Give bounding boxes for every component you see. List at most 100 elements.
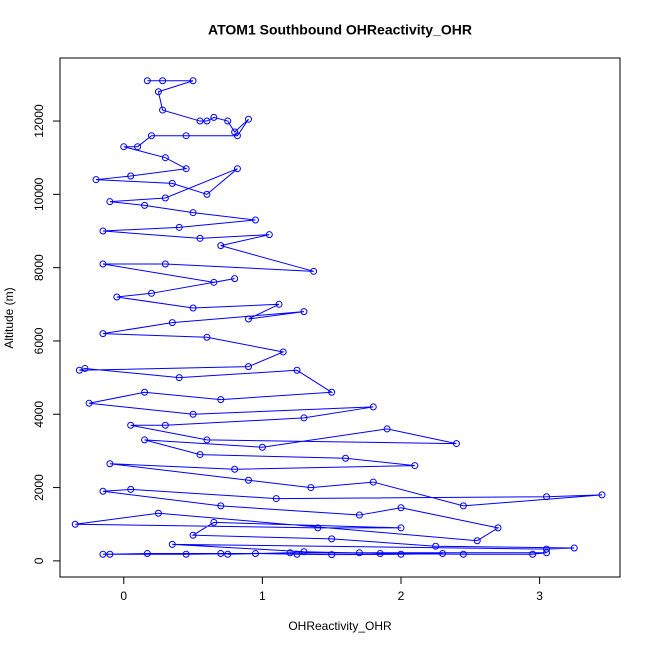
data-point (196, 451, 204, 459)
data-point (411, 462, 419, 470)
data-point (113, 293, 121, 301)
y-tick-label: 6000 (32, 327, 46, 354)
data-point (355, 549, 363, 557)
data-point (459, 550, 467, 558)
data-point (99, 227, 107, 235)
data-point (134, 143, 142, 151)
data-point (245, 315, 253, 323)
data-point (141, 201, 149, 209)
data-point (245, 476, 253, 484)
data-point (143, 550, 151, 558)
data-point (196, 117, 204, 125)
data-point (154, 509, 162, 517)
data-point (189, 410, 197, 418)
data-point (217, 502, 225, 510)
data-point (196, 234, 204, 242)
data-point (81, 364, 89, 372)
data-point (233, 132, 241, 140)
data-point (286, 549, 294, 557)
data-point (397, 550, 405, 558)
y-axis-label: Altitude (m) (2, 287, 16, 348)
data-point (203, 436, 211, 444)
data-point (161, 260, 169, 268)
data-point (543, 545, 551, 553)
data-point (307, 484, 315, 492)
data-point (210, 113, 218, 121)
data-point (231, 275, 239, 283)
data-point (272, 495, 280, 503)
data-point (328, 551, 336, 559)
data-point (265, 231, 273, 239)
data-point (355, 511, 363, 519)
data-point (529, 550, 537, 558)
data-point (127, 421, 135, 429)
x-axis-label: OHReactivity_OHR (288, 619, 392, 633)
data-point (203, 117, 211, 125)
data-point (175, 374, 183, 382)
data-point (143, 77, 151, 85)
data-point (543, 549, 551, 557)
data-point (224, 117, 232, 125)
data-point (99, 260, 107, 268)
data-point (106, 550, 114, 558)
data-point (598, 491, 606, 499)
data-point (383, 425, 391, 433)
data-point (217, 396, 225, 404)
data-point (328, 535, 336, 543)
data-point (71, 520, 79, 528)
data-point (203, 190, 211, 198)
data-point (275, 300, 283, 308)
data-point (251, 216, 259, 224)
data-point (342, 454, 350, 462)
data-point (397, 504, 405, 512)
data-point (543, 493, 551, 501)
data-point (99, 330, 107, 338)
data-point (92, 176, 100, 184)
x-tick-label: 3 (536, 589, 543, 603)
data-point (161, 421, 169, 429)
chart-title: ATOM1 Southbound OHReactivity_OHR (208, 22, 472, 38)
data-point (245, 115, 253, 123)
data-point (189, 77, 197, 85)
data-point (300, 548, 308, 556)
data-point (217, 550, 225, 558)
data-point (245, 363, 253, 371)
data-point (168, 540, 176, 548)
data-point (300, 308, 308, 316)
x-tick-label: 2 (398, 589, 405, 603)
data-point (376, 550, 384, 558)
data-point (459, 502, 467, 510)
data-point (106, 198, 114, 206)
data-point (231, 465, 239, 473)
data-point (147, 289, 155, 297)
data-point (452, 440, 460, 448)
data-point (141, 388, 149, 396)
data-point (85, 399, 93, 407)
data-point (251, 550, 259, 558)
data-point (189, 304, 197, 312)
y-tick-label: 8000 (32, 254, 46, 281)
data-point (182, 165, 190, 173)
data-point (210, 278, 218, 286)
data-point (141, 436, 149, 444)
data-point (161, 194, 169, 202)
y-tick-label: 12000 (32, 104, 46, 138)
data-point (159, 106, 167, 114)
data-point (127, 172, 135, 180)
data-point (175, 223, 183, 231)
data-point (570, 544, 578, 552)
data-point (203, 333, 211, 341)
data-point (99, 487, 107, 495)
data-point (224, 550, 232, 558)
data-point (147, 132, 155, 140)
y-tick-label: 2000 (32, 474, 46, 501)
data-point (217, 242, 225, 250)
data-point (397, 524, 405, 532)
data-point (279, 348, 287, 356)
data-line (75, 80, 603, 556)
data-point (189, 531, 197, 539)
data-point (161, 154, 169, 162)
data-point (369, 478, 377, 486)
